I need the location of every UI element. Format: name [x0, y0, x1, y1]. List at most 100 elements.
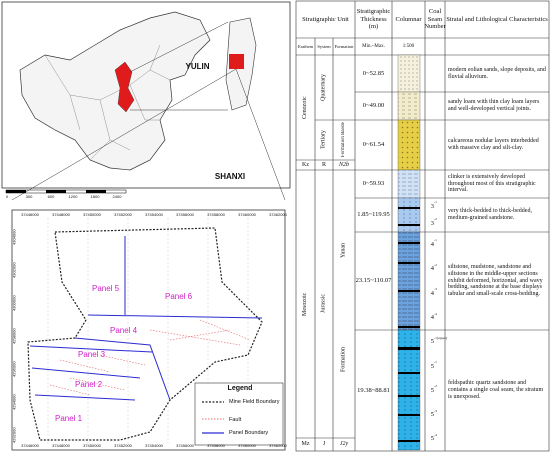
legend-title: Legend: [227, 385, 253, 393]
scale-label: 300: [25, 193, 33, 199]
scale-label: 600: [47, 193, 55, 199]
header: Stratal and Lithological Characteristics: [446, 15, 548, 23]
y-coord-label: 4296000: [11, 361, 17, 377]
coal-seam: 4: [430, 265, 434, 273]
coal-seam: 5: [430, 435, 434, 443]
inset-label: SHANXI: [214, 172, 246, 182]
unit-code: N2b: [338, 161, 349, 168]
coal-seam-sup: -1: [434, 200, 437, 205]
y-coord-label: 4298000: [11, 328, 17, 344]
coal-seam-sup: -2: [434, 384, 437, 389]
coal-seam: 3: [430, 202, 434, 210]
subheader: Erathem: [297, 43, 314, 49]
x-coord-label: 37446000: [21, 211, 39, 217]
subheader: Formation: [334, 43, 354, 49]
panel-label: Panel 2: [75, 380, 103, 390]
x-coord-label: 37460000: [238, 442, 256, 448]
columnar-section: [397, 54, 421, 451]
thickness: 0~49.00: [362, 102, 385, 110]
unit-code: J: [322, 441, 326, 448]
unit-label: Mesozoic: [302, 292, 309, 316]
legend-item: Mine Field Boundary: [229, 399, 280, 406]
x-coord-label: 37452000: [114, 211, 132, 217]
header: Coal Seam Number: [424, 8, 446, 31]
x-coord-label: 37456000: [176, 442, 194, 448]
inset-map: [1, 1, 291, 201]
subheader: System: [317, 43, 331, 49]
coal-seam: 3: [430, 219, 434, 227]
coal-seam-sup: -1: [434, 360, 437, 365]
subheader: Min.~Max.: [362, 43, 385, 49]
x-coord-label: 37458000: [207, 211, 225, 217]
characteristics: feldspathic quartz sandstone and contain…: [448, 380, 544, 400]
thickness: 0~59.93: [362, 180, 385, 188]
mine-map: [11, 209, 286, 451]
x-coord-label: 37450000: [83, 211, 101, 217]
panel-label: Panel 4: [110, 326, 138, 336]
table-frame: [295, 0, 550, 452]
unit-code: Kz: [302, 161, 309, 168]
coal-seam: 4: [430, 240, 434, 248]
unit-label: Formation Baode: [341, 122, 347, 158]
coal-seam: 5: [430, 362, 434, 370]
header: Columnar: [395, 15, 422, 23]
x-coord-label: 37450000: [83, 442, 101, 448]
thickness: 19.38~88.81: [357, 386, 390, 394]
subheader: 1:500: [402, 43, 415, 49]
x-coord-label: 37454000: [145, 442, 163, 448]
panel-label: Panel 1: [55, 414, 83, 424]
coal-seam: 5: [430, 338, 434, 346]
thickness: 1.85~119.95: [357, 211, 390, 219]
thickness: 0~52.85: [362, 69, 385, 77]
unit-label: Quaternary: [320, 74, 327, 101]
unit-label: Tertiary: [320, 130, 327, 150]
y-coord-label: 4304000: [11, 229, 17, 245]
header: Stratigraphic Unit: [302, 15, 349, 23]
scale-label: 1800: [90, 193, 100, 199]
x-coord-label: 37452000: [114, 442, 132, 448]
panel-label: Panel 6: [165, 292, 193, 302]
coal-seam-sup: -2: [434, 217, 437, 222]
unit-code: Mz: [301, 441, 310, 448]
unit-label: Yanan: [340, 242, 347, 258]
panel-label: Panel 3: [78, 350, 106, 360]
x-coord-label: 37462000: [269, 211, 287, 217]
thickness: 23.15~110.07: [355, 277, 392, 285]
unit-code: R: [321, 161, 326, 168]
legend-item: Fault: [229, 417, 242, 424]
coal-seam-sup: -3: [434, 287, 437, 292]
characteristics: modern eolian sands, slope deposits, and…: [448, 66, 546, 80]
coal-seam-sup: -2: [434, 262, 437, 267]
x-coord-label: 37456000: [176, 211, 194, 217]
coal-seam-sup: -4: [434, 432, 437, 437]
x-coord-label: 37462000: [269, 442, 287, 448]
x-coord-label: 37448000: [52, 442, 70, 448]
characteristics: siltstone, mudstone, sandstone and silts…: [448, 263, 543, 298]
coal-seam-sup: -1: [434, 238, 437, 243]
unit-label: Formation: [340, 347, 347, 373]
x-coord-label: 37448000: [52, 211, 70, 217]
coal-seam: 4: [430, 314, 434, 322]
y-coord-label: 4294000: [11, 394, 17, 410]
coal-seam-sup: -3: [434, 408, 437, 413]
coal-seam: 5: [430, 410, 434, 418]
unit-label: Cenozoic: [302, 96, 309, 119]
coal-seam: 4: [430, 289, 434, 297]
characteristics: sandy loam with thin clay loam layers an…: [448, 99, 540, 112]
header: Stratigraphic Thickness (m): [356, 8, 391, 31]
y-coord-label: 4292000: [11, 427, 17, 443]
characteristics: calcareous nodular layers interbedded wi…: [448, 138, 539, 151]
coal-seam-sup: -4: [434, 311, 437, 316]
y-coord-label: 4302000: [11, 262, 17, 278]
y-coord-label: 4300000: [11, 295, 17, 311]
x-coord-label: 37446000: [21, 442, 39, 448]
characteristics: very thick-bedded to thick-bedded, mediu…: [448, 208, 532, 221]
x-coord-label: 37460000: [238, 211, 256, 217]
characteristics: clinker is extensively developed through…: [448, 173, 536, 194]
coal-seam: 5: [430, 386, 434, 394]
legend-item: Panel Boundary: [229, 430, 269, 437]
inset-label: YULIN: [185, 62, 210, 72]
thickness: 0~61.54: [362, 141, 385, 149]
